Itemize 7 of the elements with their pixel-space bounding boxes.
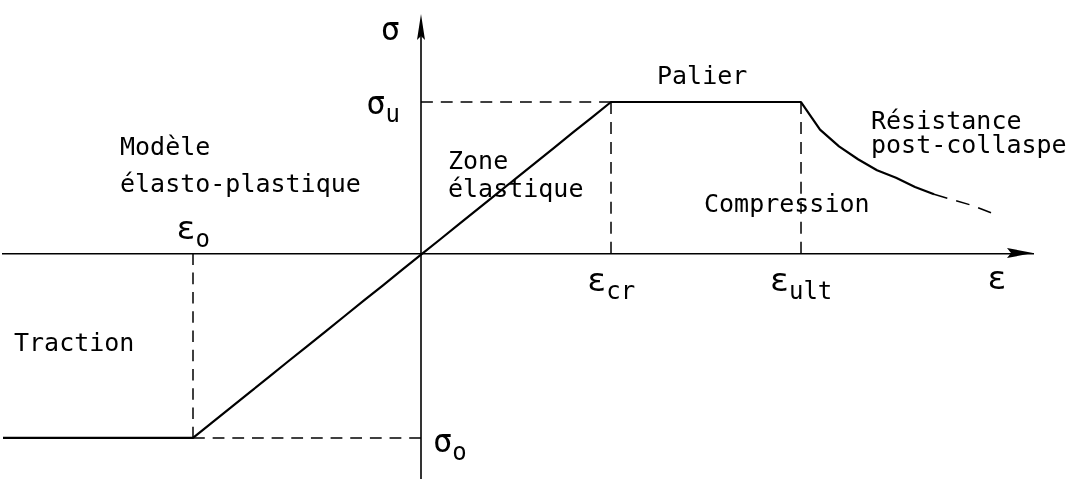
x-axis-title: ε [987,259,1007,298]
annotation: Compression [704,189,870,218]
annotation: Modèle élasto-plastique [120,132,361,198]
annotation: Résistance post-collaspe [871,106,1067,159]
y-axis-title: σ [380,10,401,48]
text: Palier [657,61,748,90]
annotation: Traction [14,328,135,357]
